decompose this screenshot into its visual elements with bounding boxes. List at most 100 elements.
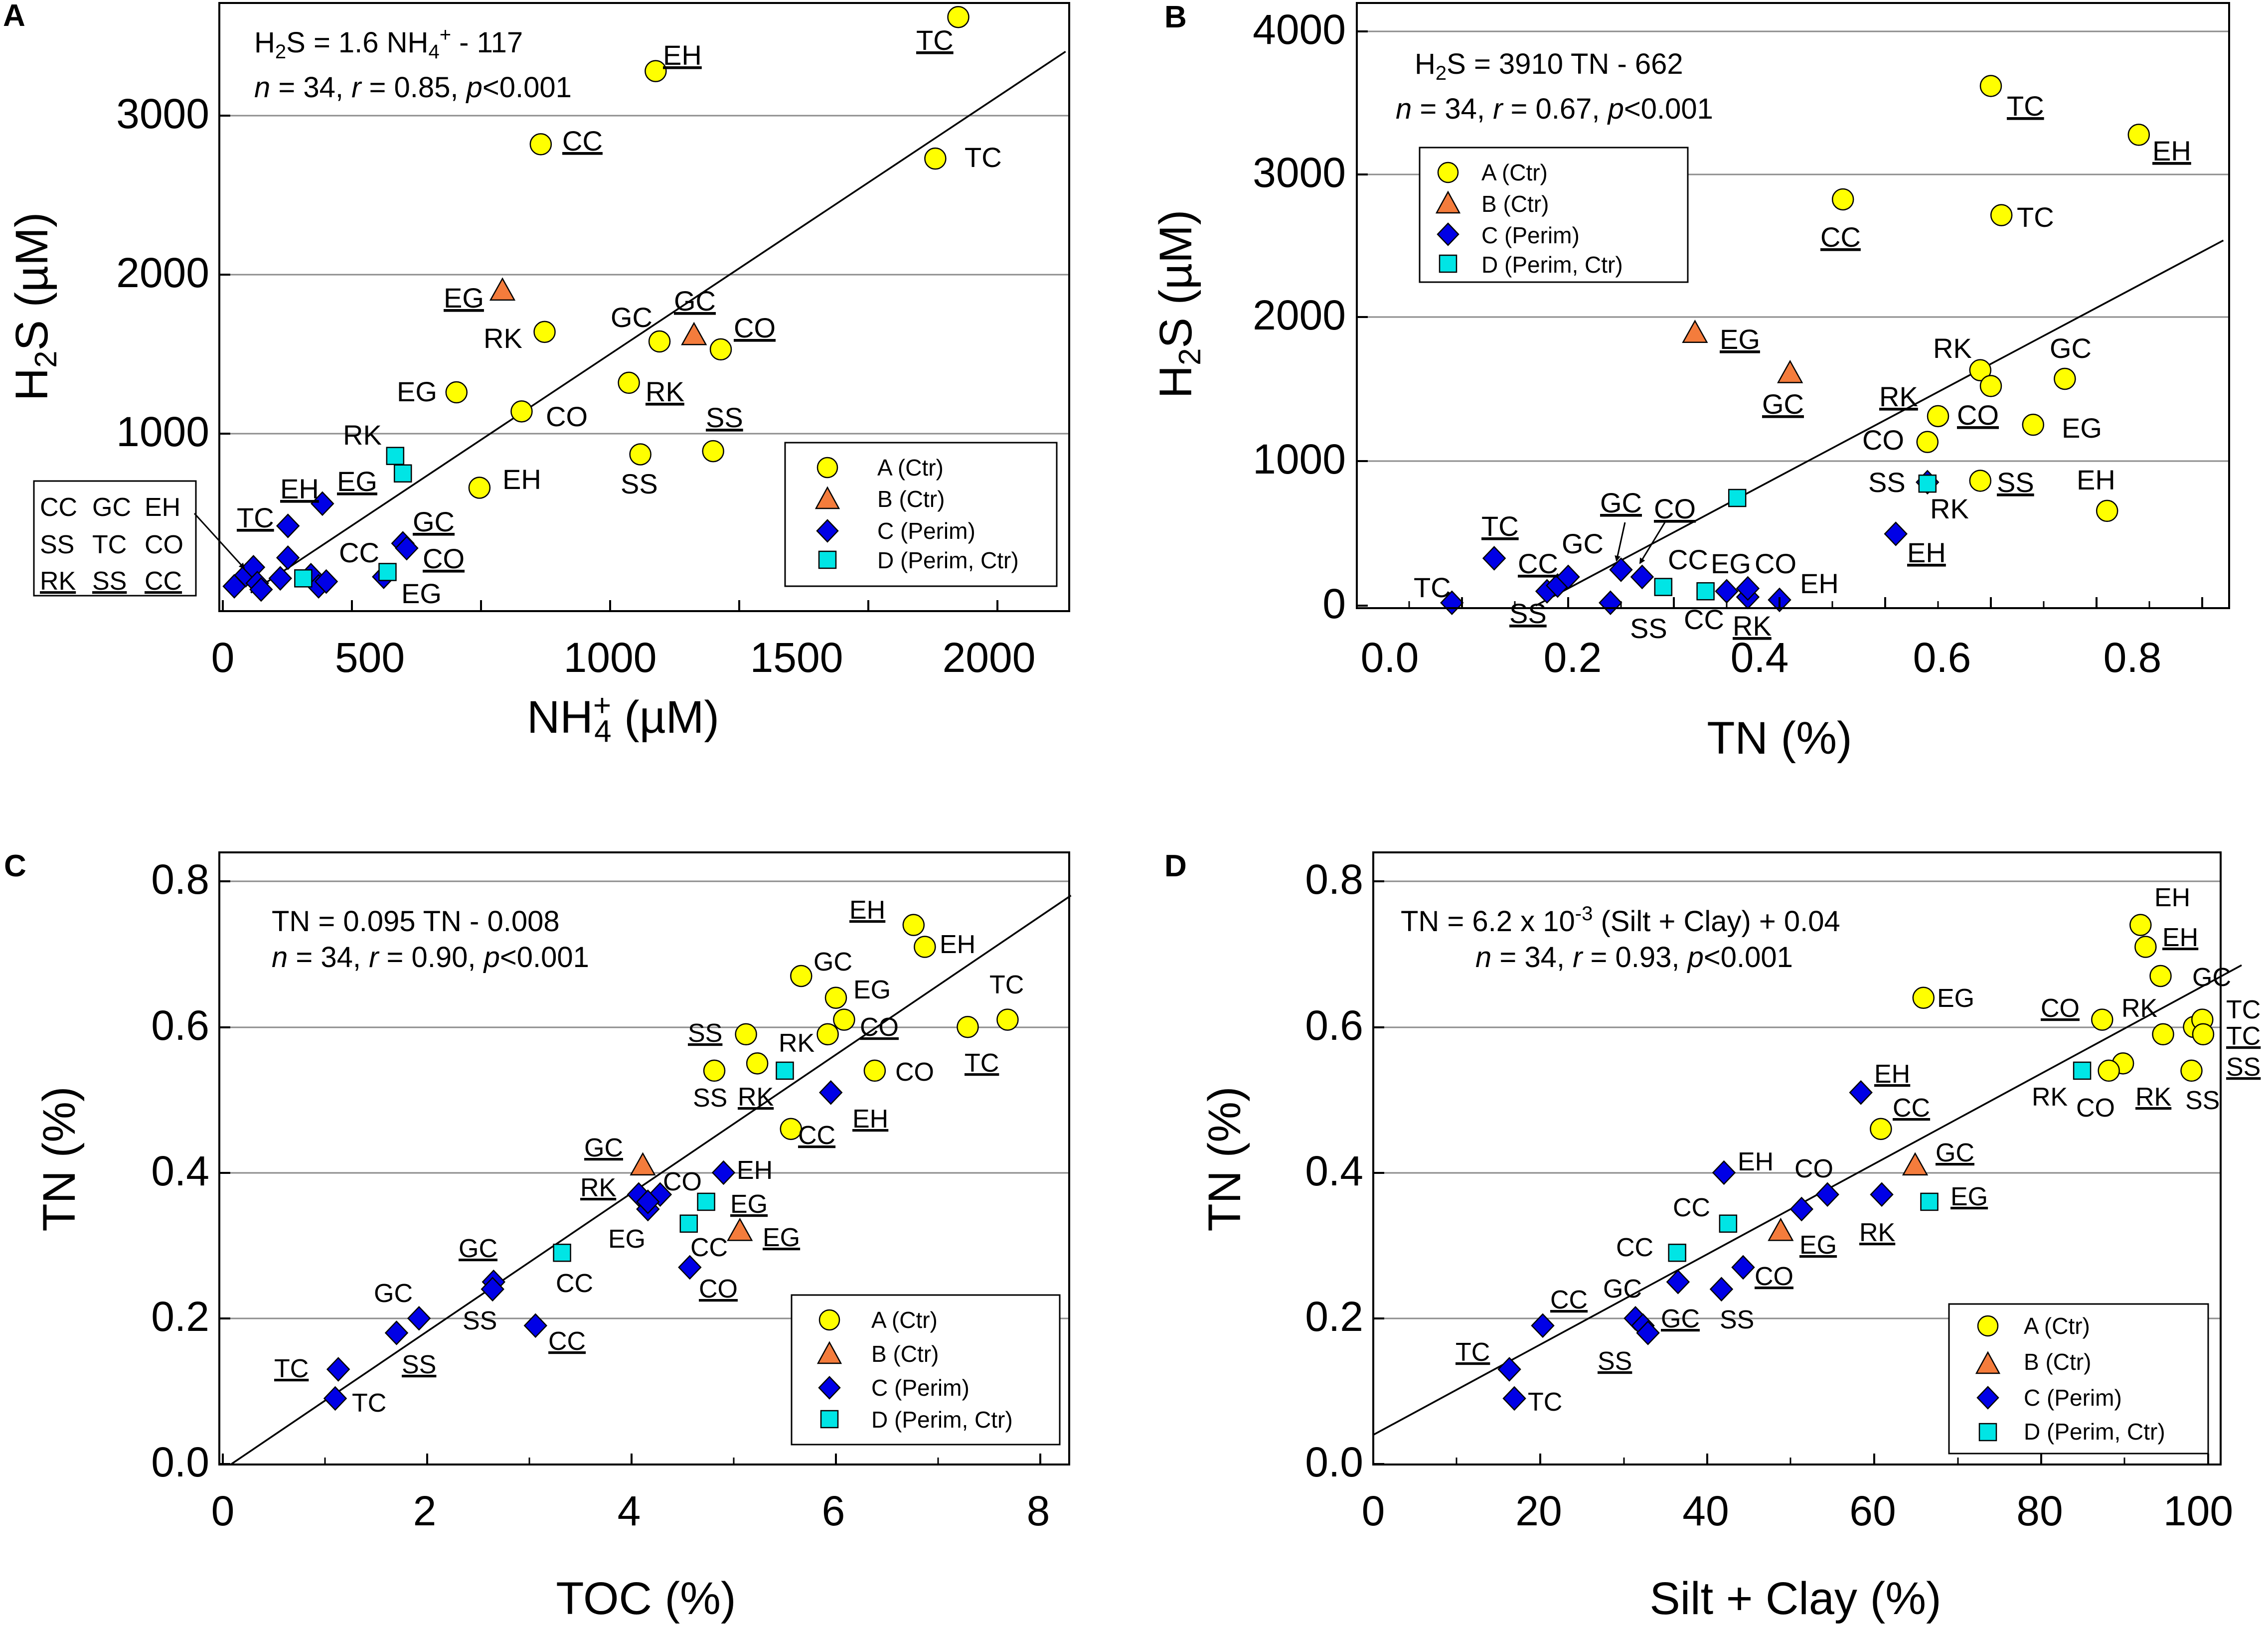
data-point-diamond (1712, 1160, 1736, 1185)
point-label: EH (852, 1105, 888, 1134)
legend-label: A (Ctr) (871, 1307, 938, 1333)
legend-marker-triangle (814, 486, 840, 509)
point-label: GC (2192, 963, 2231, 992)
point-label: EH (2154, 883, 2190, 912)
point-label: CO (699, 1275, 738, 1303)
point-label: RK (2135, 1083, 2172, 1112)
point-label: TC (1456, 1338, 1490, 1367)
data-point-diamond (1502, 1386, 1526, 1411)
regression-stats: n = 34, r = 0.67, p<0.001 (1396, 93, 1713, 125)
point-label: EG (608, 1225, 646, 1254)
point-label: RK (484, 323, 522, 354)
legend-marker-diamond (816, 519, 839, 543)
point-label: GC (1600, 487, 1642, 518)
point-label: CC (1684, 604, 1724, 635)
point-label: EG (1720, 324, 1760, 355)
point-label: RK (738, 1083, 774, 1112)
point-label: CO (423, 543, 465, 574)
legend: A (Ctr) B (Ctr) C (Perim) D (Perim, Ctr) (791, 1294, 1061, 1446)
legend-marker-triangle (816, 1341, 842, 1364)
point-label: SS (693, 1084, 727, 1113)
y-tick-label: 3000 (116, 90, 209, 137)
point-label: EH (280, 473, 319, 504)
x-tick-label: 0 (1362, 1487, 1385, 1534)
y-tick-label: 0.8 (1305, 856, 1363, 903)
point-label: EH (1907, 537, 1946, 568)
data-point-circle (533, 321, 556, 343)
plot-frame (1372, 851, 2222, 1465)
y-tick-label: 1000 (116, 408, 209, 455)
data-point-circle (746, 1052, 769, 1075)
y-tick-label: 0.4 (1305, 1147, 1363, 1194)
legend-marker-circle (1437, 162, 1459, 183)
data-point-circle (996, 1008, 1019, 1031)
point-label: GC (1603, 1275, 1642, 1303)
regression-line (1373, 964, 2242, 1436)
x-tick-label: 8 (1027, 1487, 1050, 1534)
point-label: CC (1550, 1286, 1588, 1314)
legend-marker-square (820, 1410, 839, 1429)
point-label: EH (940, 930, 975, 959)
y-tick-label: 3000 (1253, 149, 1346, 196)
point-label: GC (2050, 332, 2092, 364)
x-tick-label: 2 (413, 1487, 437, 1534)
data-point-diamond (819, 1080, 843, 1105)
point-label: EH (2077, 464, 2115, 495)
data-point-triangle (489, 277, 516, 301)
data-point-circle (510, 400, 533, 423)
data-point-diamond (311, 491, 334, 516)
point-label: EG (763, 1223, 800, 1252)
data-point-square (697, 1192, 715, 1211)
legend-marker-circle (1977, 1315, 1999, 1337)
data-point-circle (2134, 936, 2157, 958)
point-label: CC (562, 125, 603, 157)
point-label: RK (779, 1029, 815, 1058)
data-point-diamond (326, 1357, 350, 1382)
x-tick-label: 0 (211, 1487, 235, 1534)
point-label: CC (1893, 1094, 1930, 1123)
data-point-diamond (276, 513, 300, 538)
point-label: CO (1957, 399, 1999, 431)
point-label: EG (1937, 984, 1974, 1013)
point-label: CO (734, 312, 776, 343)
point-label: CO (2076, 1094, 2115, 1123)
point-label: SS (1868, 467, 1906, 498)
point-label: EG (1950, 1182, 1988, 1211)
data-point-square (776, 1061, 794, 1080)
plot-frame (1356, 2, 2230, 609)
point-label: EG (2062, 412, 2102, 444)
y-tick-label: 0.6 (151, 1002, 209, 1049)
data-point-circle (863, 1059, 886, 1082)
point-label: EG (853, 976, 891, 1004)
data-point-diamond (1731, 1255, 1755, 1280)
regression-equation: H2S = 3910 TN - 662 (1415, 48, 1683, 84)
box-label: RK (40, 567, 76, 596)
regression-equation: TN = 0.095 TN - 0.008 (272, 905, 560, 938)
data-point-circle (2098, 1059, 2120, 1082)
y-tick-label: 0.0 (151, 1439, 209, 1485)
legend-label: C (Perim) (1481, 222, 1580, 248)
data-point-diamond (1599, 590, 1622, 616)
legend-marker-square (1978, 1423, 1997, 1442)
panel-letter: B (1164, 0, 1187, 34)
panel-letter: D (1164, 849, 1187, 883)
data-point-diamond (523, 1313, 548, 1338)
data-point-square (1654, 578, 1673, 596)
regression-stats: n = 34, r = 0.85, p<0.001 (254, 71, 572, 104)
overlap-label-box: CC GC EH SS TC CO RK SS CC (33, 480, 245, 597)
point-label: TC (916, 24, 954, 56)
x-tick-label: 0.8 (2104, 634, 2162, 681)
data-marks (222, 5, 1066, 602)
x-tick-label: 2000 (943, 634, 1036, 681)
point-label: TC (352, 1389, 386, 1418)
data-point-diamond (276, 545, 300, 570)
data-point-circle (645, 60, 667, 82)
x-tick-label: 6 (822, 1487, 845, 1534)
regression-stats: n = 34, r = 0.90, p<0.001 (272, 941, 589, 974)
box-label: CC (40, 493, 77, 522)
legend-label: C (Perim) (871, 1375, 970, 1401)
data-point-diamond (481, 1277, 504, 1302)
point-label: EG (401, 578, 442, 609)
data-point-triangle (1682, 320, 1708, 343)
